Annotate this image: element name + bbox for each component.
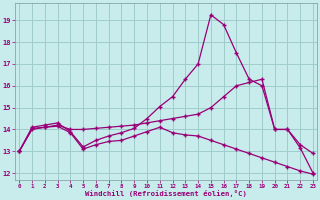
X-axis label: Windchill (Refroidissement éolien,°C): Windchill (Refroidissement éolien,°C) (85, 190, 247, 197)
